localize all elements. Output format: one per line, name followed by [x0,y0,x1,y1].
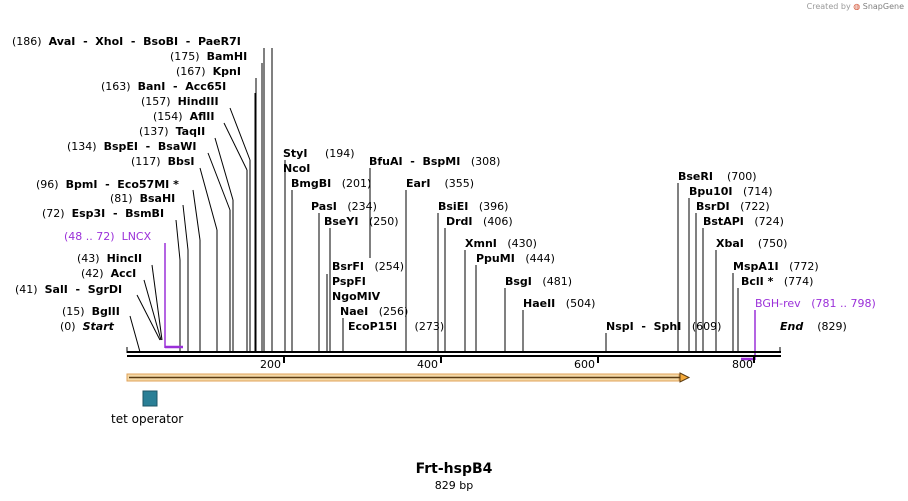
label-ppumi[interactable]: PpuMI (444) [476,252,555,265]
snapgene-logo-icon: ◍ [853,2,861,11]
label-bsiei[interactable]: BsiEI (396) [438,200,509,213]
label-sali[interactable]: (41) SalI - SgrDI [15,283,123,296]
label-mspa1i[interactable]: MspA1I (772) [733,260,819,273]
axis-tick-200: 200 [260,358,281,371]
backbone-bottom-strand [127,355,781,357]
label-aflii[interactable]: (154) AflII [153,110,215,123]
axis-tick-600: 600 [574,358,595,371]
label-bamhi[interactable]: (175) BamHI [170,50,248,63]
axis-tick-800: 800 [732,358,753,371]
label-pspfi[interactable]: PspFI [332,275,366,288]
tet-operator-box[interactable] [142,390,158,407]
cut-site-leader-lines [129,48,739,353]
label-bsahi[interactable]: (81) BsaHI [110,192,176,205]
label-bseri[interactable]: BseRI (700) [678,170,757,183]
label-haeii[interactable]: HaeII (504) [523,297,596,310]
label-xmni[interactable]: XmnI (430) [465,237,537,250]
label-bsgi[interactable]: BsgI (481) [505,275,572,288]
label-hindiii[interactable]: (157) HindIII [141,95,219,108]
label-xbai[interactable]: XbaI (750) [716,237,788,250]
credit: Created by ◍ SnapGene [807,2,904,11]
label-drdi[interactable]: DrdI (406) [446,215,513,228]
label-end[interactable]: End (829) [780,320,847,333]
label-acci[interactable]: (42) AccI [81,267,137,280]
label-bsrfi[interactable]: BsrFI (254) [332,260,405,273]
label-bcli[interactable]: BclI * (774) [741,275,814,288]
label-kpni[interactable]: (167) KpnI [176,65,241,78]
credit-prefix: Created by [806,2,851,11]
label-taqii[interactable]: (137) TaqII [139,125,206,138]
label-naei[interactable]: NaeI (256) [340,305,409,318]
label-ecop15i[interactable]: EcoP15I (273) [348,320,445,333]
label-bfuai[interactable]: BfuAI - BspMI (308) [369,155,501,168]
label-ncoi[interactable]: NcoI [283,162,311,175]
backbone-top-strand [127,351,781,353]
label-hincii[interactable]: (43) HincII [77,252,143,265]
label-bspei[interactable]: (134) BspEI - BsaWI [67,140,197,153]
plasmid-title: Frt-hspB4 [415,461,493,477]
label-esp3i[interactable]: (72) Esp3I - BsmBI [42,207,165,220]
label-bbsi[interactable]: (117) BbsI [131,155,195,168]
label-pasi[interactable]: PasI (234) [311,200,377,213]
label-styi[interactable]: StyI (194) [283,147,355,160]
label-lncx[interactable]: (48 .. 72) LNCX [64,230,152,243]
label-eari[interactable]: EarI (355) [406,177,475,190]
axis-tick-400: 400 [417,358,438,371]
label-bani[interactable]: (163) BanI - Acc65I [101,80,227,93]
label-bsrdi[interactable]: BsrDI (722) [696,200,770,213]
axis-ticks [283,357,755,363]
label-avai[interactable]: (186) AvaI - XhoI - BsoBI - PaeR7I [12,35,241,48]
label-ngomiv[interactable]: NgoMIV [332,290,381,303]
tet-operator-label[interactable]: tet operator [111,412,184,426]
label-bmgbi[interactable]: BmgBI (201) [291,177,372,190]
label-bglii[interactable]: (15) BglII [62,305,120,318]
label-start[interactable]: (0) Start [60,320,114,333]
label-nspi[interactable]: NspI - SphI (609) [606,320,722,333]
credit-brand: SnapGene [862,2,904,11]
label-bseyi[interactable]: BseYI (250) [324,215,399,228]
label-bpu10i[interactable]: Bpu10I (714) [689,185,773,198]
label-bstapi[interactable]: BstAPI (724) [703,215,784,228]
plasmid-length: 829 bp [434,479,474,492]
label-bpmi[interactable]: (96) BpmI - Eco57MI * [36,178,179,191]
orf-arrow[interactable] [126,372,691,383]
label-bghrev[interactable]: BGH-rev (781 .. 798) [755,297,876,310]
